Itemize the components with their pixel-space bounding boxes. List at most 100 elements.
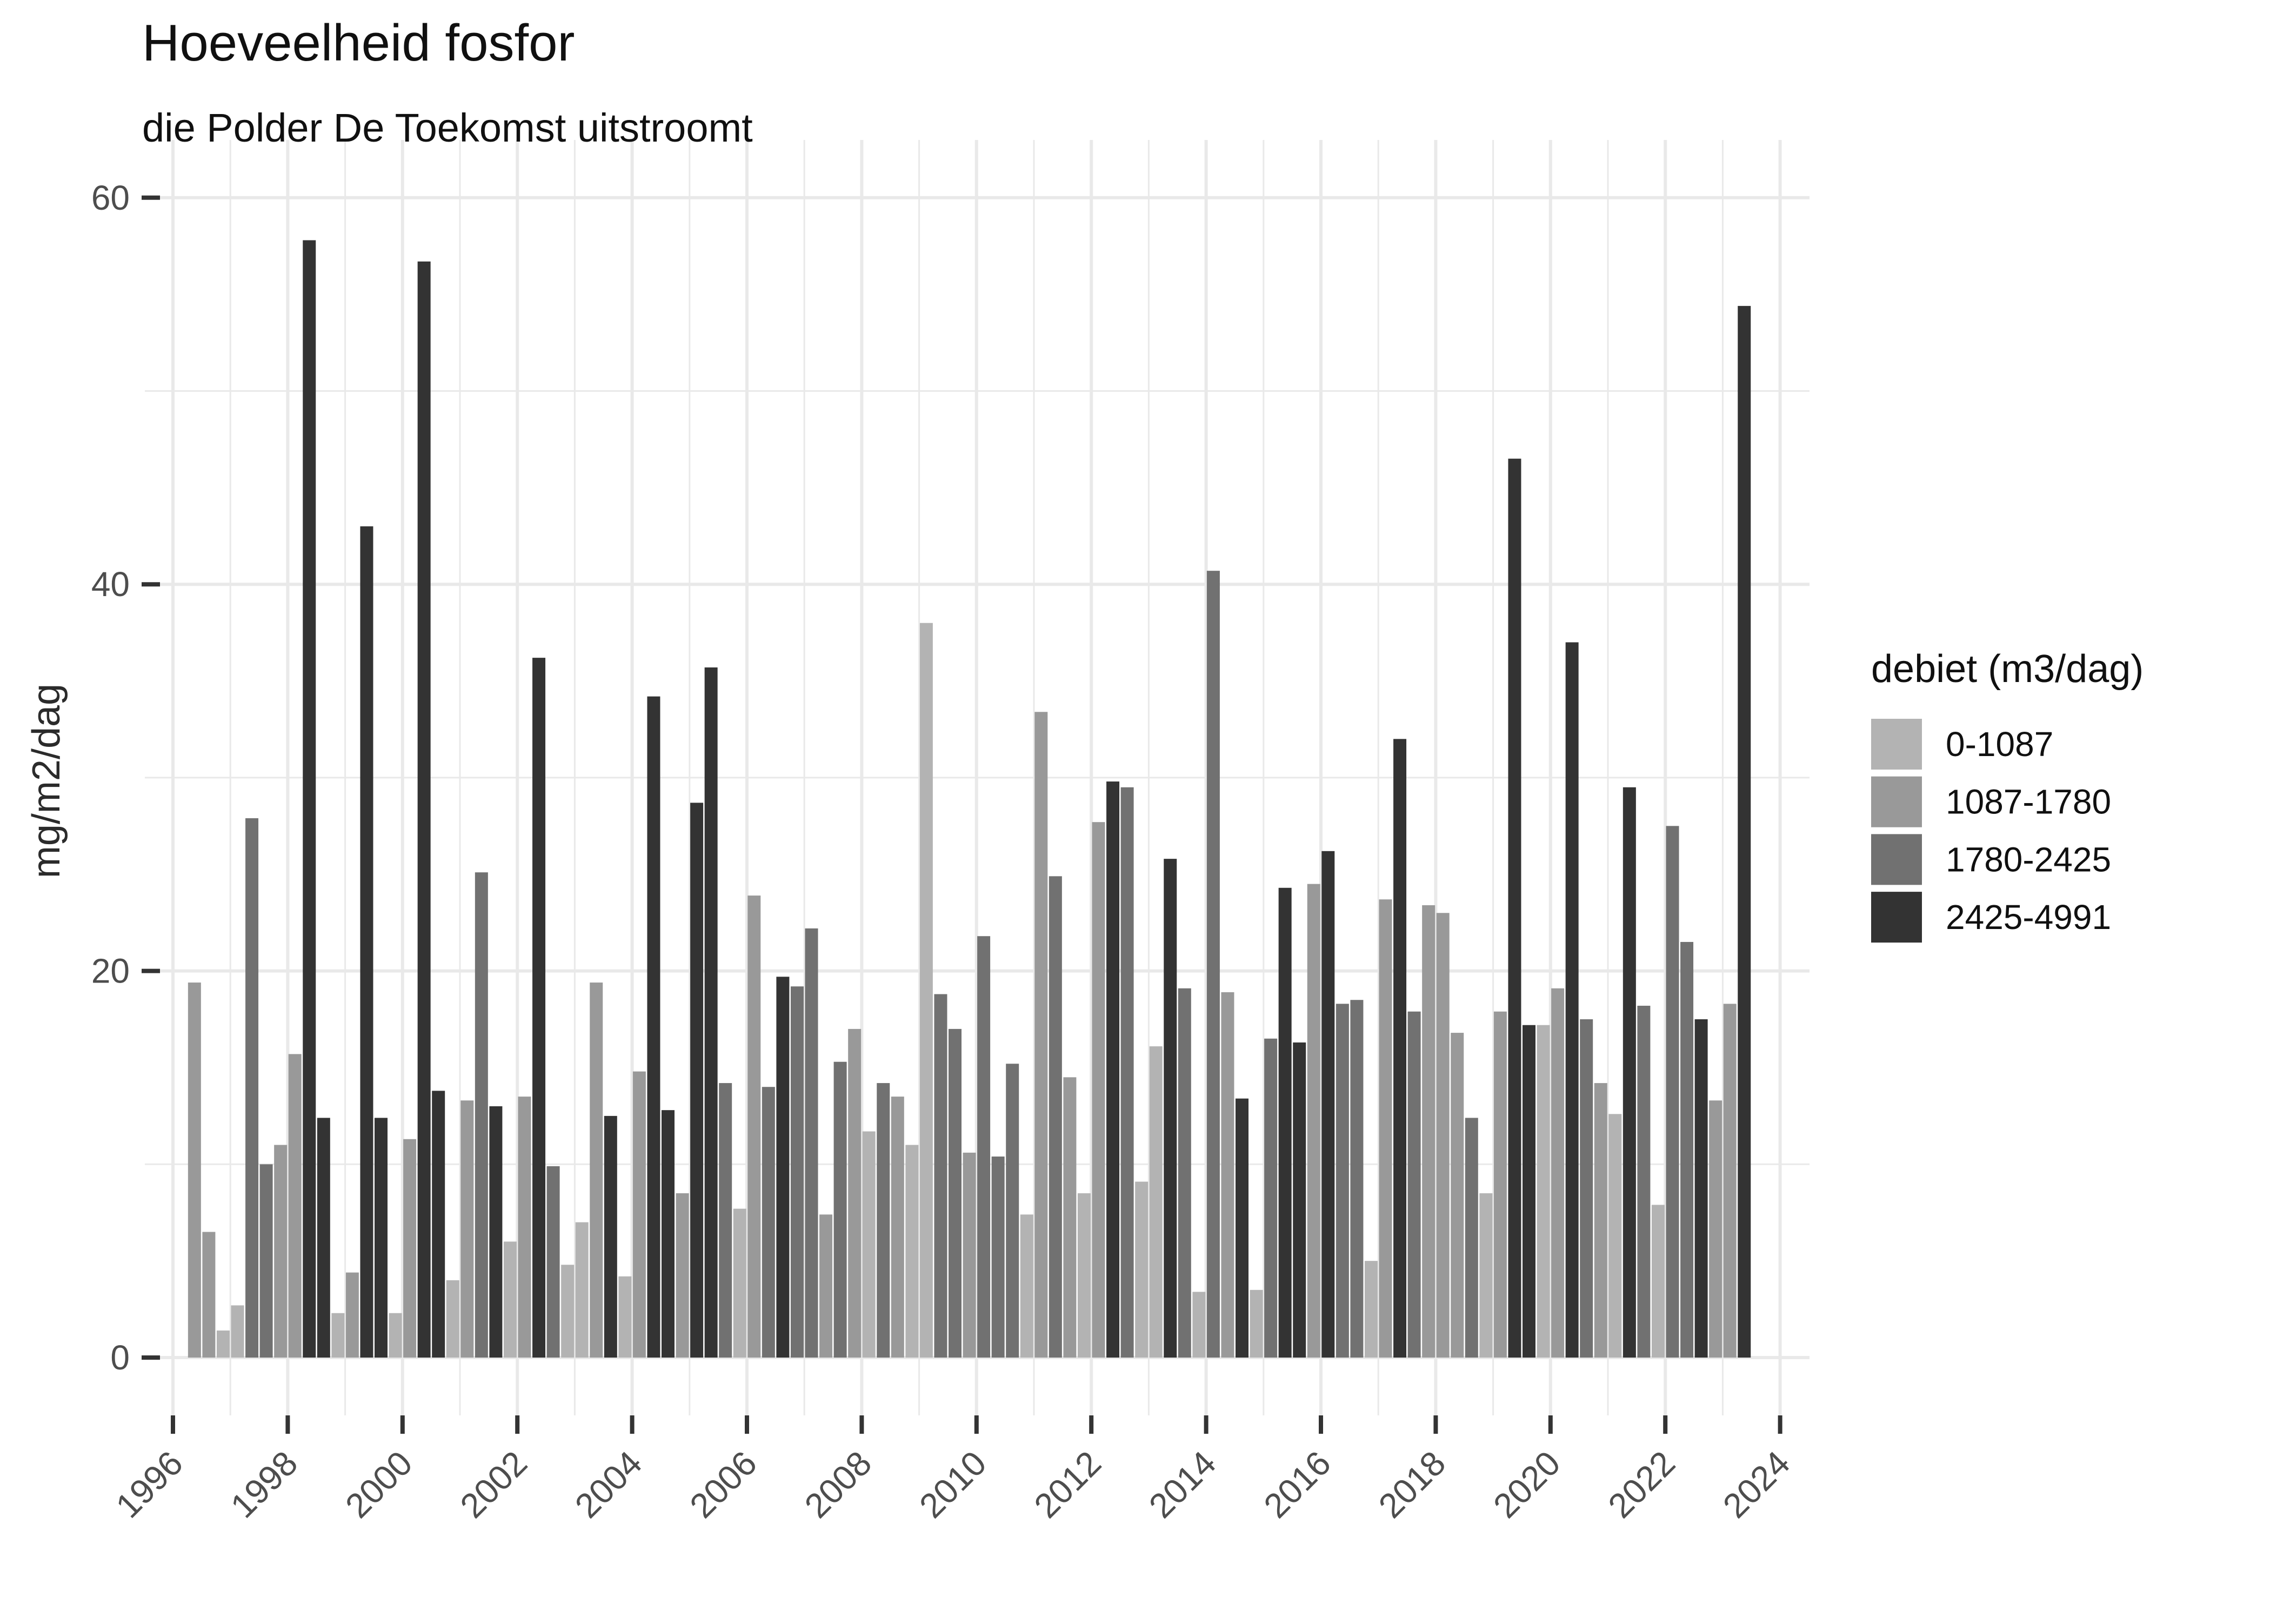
bar bbox=[1407, 1011, 1421, 1358]
y-tick-label: 40 bbox=[91, 565, 130, 604]
bar bbox=[1537, 1025, 1550, 1358]
legend-swatch bbox=[1871, 834, 1922, 885]
bar bbox=[1594, 1083, 1607, 1358]
legend: debiet (m3/dag) 0-1087 1087-1780 1780-2425… bbox=[1871, 647, 2144, 943]
bar bbox=[733, 1208, 746, 1358]
bar bbox=[259, 1164, 273, 1358]
bar bbox=[1709, 1100, 1722, 1358]
legend-swatch bbox=[1871, 892, 1922, 943]
bar bbox=[575, 1222, 589, 1358]
bar bbox=[1106, 781, 1120, 1358]
bar bbox=[662, 1110, 675, 1358]
bar bbox=[1436, 913, 1450, 1358]
bar bbox=[1120, 787, 1134, 1358]
bar bbox=[417, 261, 431, 1358]
bar bbox=[532, 658, 546, 1358]
bar bbox=[1307, 884, 1320, 1358]
bar bbox=[460, 1100, 474, 1358]
bar bbox=[1336, 1004, 1349, 1358]
bar bbox=[1321, 851, 1335, 1358]
bar bbox=[1637, 1005, 1651, 1358]
y-axis-title: mg/m2/dag bbox=[25, 684, 68, 878]
bar bbox=[632, 1071, 646, 1358]
bar bbox=[949, 1028, 962, 1358]
bar bbox=[389, 1313, 402, 1358]
bar bbox=[489, 1106, 503, 1358]
bar bbox=[1135, 1181, 1149, 1358]
bar bbox=[1451, 1033, 1464, 1358]
chart-subtitle: die Polder De Toekomst uitstroomt bbox=[142, 105, 753, 150]
bar bbox=[231, 1305, 244, 1358]
bar bbox=[1164, 859, 1177, 1358]
bar bbox=[1293, 1042, 1306, 1358]
bar bbox=[1666, 826, 1679, 1358]
legend-entry-label: 2425-4991 bbox=[1946, 898, 2111, 937]
bar bbox=[676, 1193, 689, 1358]
bar bbox=[1565, 642, 1579, 1358]
bar bbox=[977, 936, 991, 1358]
bar bbox=[288, 1054, 302, 1358]
bar bbox=[1651, 1205, 1665, 1358]
bar bbox=[805, 928, 818, 1358]
bar bbox=[1063, 1077, 1077, 1358]
bar bbox=[317, 1118, 330, 1358]
bar bbox=[877, 1083, 890, 1358]
bar bbox=[546, 1166, 560, 1358]
bar bbox=[1508, 458, 1521, 1358]
legend-title: debiet (m3/dag) bbox=[1871, 647, 2144, 691]
bar bbox=[561, 1265, 575, 1358]
bar bbox=[1221, 992, 1234, 1358]
bar bbox=[1264, 1038, 1278, 1358]
bar bbox=[475, 872, 488, 1358]
bar bbox=[719, 1083, 732, 1358]
bar bbox=[1049, 876, 1062, 1358]
bar bbox=[1479, 1193, 1493, 1358]
bar bbox=[446, 1280, 459, 1358]
bar bbox=[432, 1091, 445, 1358]
legend-swatch bbox=[1871, 776, 1922, 827]
bar bbox=[188, 983, 201, 1358]
bar bbox=[776, 977, 790, 1358]
bar bbox=[747, 895, 761, 1358]
bar bbox=[1149, 1046, 1163, 1358]
bar bbox=[1192, 1292, 1206, 1358]
bar bbox=[1623, 787, 1636, 1358]
bar bbox=[1523, 1025, 1535, 1358]
y-tick-label: 20 bbox=[91, 952, 130, 991]
bar bbox=[345, 1272, 359, 1358]
bar bbox=[1738, 306, 1751, 1358]
bar-layer bbox=[188, 240, 1751, 1358]
bar bbox=[1723, 1004, 1737, 1358]
bar bbox=[862, 1131, 876, 1358]
bar bbox=[1379, 899, 1392, 1358]
bar bbox=[1422, 905, 1436, 1358]
bar bbox=[604, 1115, 617, 1358]
bar bbox=[1580, 1019, 1593, 1358]
bar bbox=[303, 240, 316, 1358]
legend-swatch bbox=[1871, 719, 1922, 770]
bar bbox=[790, 986, 804, 1358]
bar bbox=[1393, 739, 1407, 1358]
bar bbox=[618, 1276, 632, 1358]
bar bbox=[848, 1028, 862, 1358]
bar bbox=[1077, 1193, 1091, 1358]
bar bbox=[1278, 887, 1292, 1358]
bar bbox=[1250, 1289, 1263, 1358]
bar bbox=[274, 1145, 288, 1358]
bar bbox=[1178, 988, 1191, 1358]
bar bbox=[1465, 1118, 1478, 1358]
bar bbox=[503, 1241, 517, 1358]
bar bbox=[331, 1313, 345, 1358]
bar bbox=[1006, 1064, 1019, 1358]
bar bbox=[991, 1156, 1005, 1358]
y-tick-label: 60 bbox=[91, 178, 130, 217]
bar bbox=[690, 803, 704, 1358]
bar bbox=[1206, 571, 1220, 1358]
bar bbox=[1551, 988, 1565, 1358]
legend-entry-label: 1087-1780 bbox=[1946, 783, 2111, 821]
bar bbox=[375, 1118, 388, 1358]
bar bbox=[647, 696, 660, 1358]
bar bbox=[934, 994, 947, 1358]
